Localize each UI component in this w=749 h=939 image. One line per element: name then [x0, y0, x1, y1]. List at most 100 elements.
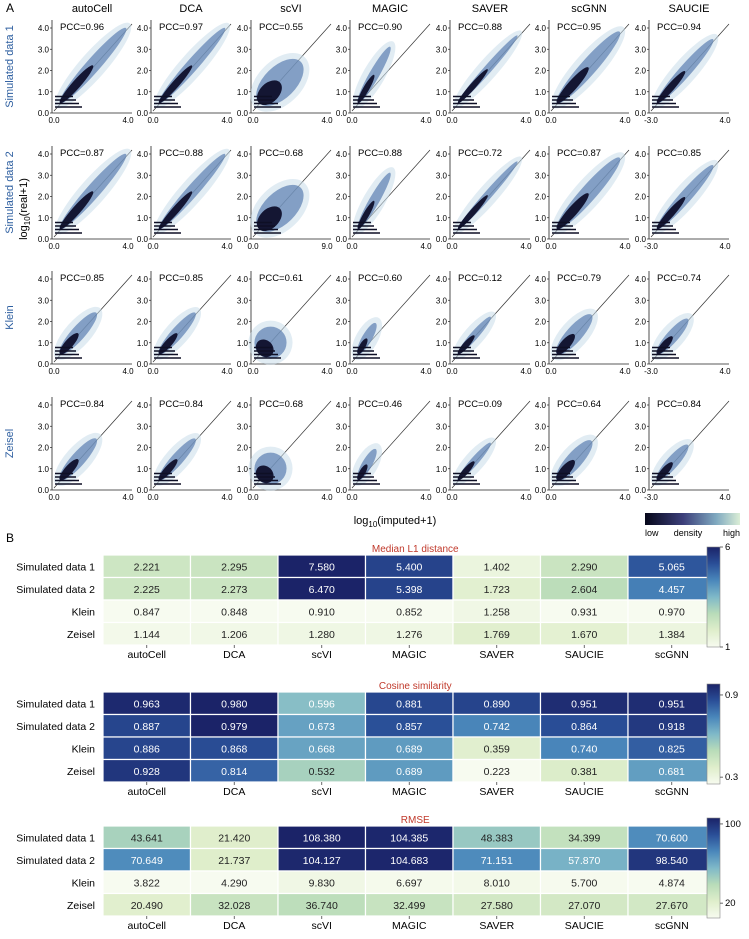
heatmap-row-label: Simulated data 1	[16, 698, 95, 710]
y-tick-label: 2.0	[38, 67, 50, 76]
x-tick-label: 4.0	[221, 242, 233, 251]
heatmap-value-label: 104.127	[303, 855, 341, 867]
pcc-label: PCC=0.84	[60, 399, 104, 410]
y-tick-label: 3.0	[535, 171, 547, 180]
y-tick-label: 2.0	[38, 193, 50, 202]
scatter-panel: 0.0 1.0 2.0 3.0 4.0 0.0 4.0 PCC=0.95	[535, 20, 631, 125]
y-axis-title-sub: 10	[23, 216, 32, 225]
y-tick-label: 2.0	[436, 318, 448, 327]
y-tick-label: 2.0	[237, 193, 249, 202]
y-tick-label: 0.0	[436, 486, 448, 495]
y-tick-label: 0.0	[535, 360, 547, 369]
colorbar	[706, 546, 721, 648]
y-tick-label: 0.0	[38, 109, 50, 118]
heatmap-value-label: 0.857	[396, 721, 422, 733]
density-core	[357, 338, 368, 355]
y-tick-label: 2.0	[237, 318, 249, 327]
panel-a-label: A	[6, 1, 14, 15]
y-tick-label: 3.0	[635, 45, 647, 54]
y-tick-label: 4.0	[436, 401, 448, 410]
x-tick-label: 0.0	[247, 116, 259, 125]
x-tick-label: 4.0	[221, 367, 233, 376]
density-core	[59, 333, 79, 355]
y-tick-label: 2.0	[137, 67, 149, 76]
heatmap-value-label: 0.689	[396, 743, 422, 755]
y-tick-label: 3.0	[38, 45, 50, 54]
y-tick-label: 3.0	[635, 296, 647, 305]
heatmap-value-label: 3.822	[134, 877, 160, 889]
y-tick-label: 3.0	[137, 45, 149, 54]
y-tick-label: 2.0	[436, 193, 448, 202]
pcc-label: PCC=0.61	[259, 273, 303, 284]
pcc-label: PCC=0.88	[358, 148, 402, 159]
heatmap-column-label: scVI	[312, 649, 332, 661]
x-tick-label: 4.0	[420, 493, 432, 502]
pcc-label: PCC=0.87	[557, 148, 601, 159]
y-tick-label: 1.0	[137, 214, 149, 223]
y-tick-label: 4.0	[635, 150, 647, 159]
density-core	[59, 459, 79, 481]
x-tick-label: 4.0	[321, 367, 333, 376]
y-tick-label: 0.0	[535, 235, 547, 244]
heatmap-value-label: 0.847	[134, 606, 160, 618]
density-high-label: high	[723, 528, 740, 538]
y-tick-label: 0.0	[137, 235, 149, 244]
pcc-label: PCC=0.68	[259, 399, 303, 410]
heatmap-column-label: autoCell	[127, 649, 166, 661]
heatmap-value-label: 0.886	[134, 743, 160, 755]
heatmap-value-label: 2.604	[571, 584, 597, 596]
heatmap-value-label: 0.532	[309, 766, 335, 778]
heatmap-column-label: scVI	[312, 920, 332, 932]
y-tick-label: 0.0	[336, 360, 348, 369]
scatter-panel: 0.0 1.0 2.0 3.0 4.0 0.0 4.0 PCC=0.12	[436, 271, 532, 376]
density-legend: low density high	[645, 513, 740, 538]
method-header-saucie: SAUCIE	[669, 3, 710, 15]
heatmap-value-label: 1.670	[571, 629, 597, 641]
y-tick-label: 0.0	[237, 109, 249, 118]
colorbar	[706, 817, 721, 919]
y-tick-label: 2.0	[137, 444, 149, 453]
y-tick-label: 0.0	[237, 486, 249, 495]
heatmap-value-label: 0.359	[484, 743, 510, 755]
pcc-label: PCC=0.55	[259, 22, 303, 33]
density-core	[255, 465, 274, 484]
y-tick-label: 1.0	[38, 465, 50, 474]
y-tick-label: 0.0	[137, 109, 149, 118]
y-tick-label: 1.0	[336, 88, 348, 97]
y-tick-label: 4.0	[237, 24, 249, 33]
heatmap-value-label: 2.273	[221, 584, 247, 596]
x-tick-label: 4.0	[221, 493, 233, 502]
y-tick-label: 1.0	[137, 339, 149, 348]
scatter-panel: 0.0 1.0 2.0 3.0 4.0 -3.0 4.0 PCC=0.84	[635, 397, 731, 502]
density-core	[158, 459, 178, 481]
heatmap-value-label: 48.383	[481, 832, 513, 844]
heatmap-row-label: Simulated data 1	[16, 832, 95, 844]
density-core	[457, 195, 488, 230]
y-tick-label: 2.0	[635, 193, 647, 202]
y-tick-label: 3.0	[336, 45, 348, 54]
heatmap-value-label: 0.931	[571, 606, 597, 618]
heatmap-value-label: 70.649	[131, 855, 163, 867]
heatmap-value-label: 0.910	[309, 606, 335, 618]
heatmap-column-label: DCA	[223, 649, 245, 661]
y-tick-label: 3.0	[535, 45, 547, 54]
scatter-panel: 0.0 1.0 2.0 3.0 4.0 0.0 4.0 PCC=0.61	[237, 271, 333, 376]
x-tick-label: 0.0	[247, 367, 259, 376]
heatmap-value-label: 32.499	[393, 900, 425, 912]
x-tick-label: 4.0	[619, 242, 631, 251]
heatmap-value-label: 0.673	[309, 721, 335, 733]
x-tick-label: 4.0	[321, 116, 333, 125]
y-tick-label: 1.0	[336, 339, 348, 348]
x-tick-label: -3.0	[644, 367, 658, 376]
y-tick-label: 1.0	[38, 339, 50, 348]
heatmap-value-label: 0.887	[134, 721, 160, 733]
y-tick-label: 4.0	[336, 24, 348, 33]
x-tick-label: 4.0	[420, 242, 432, 251]
pcc-label: PCC=0.96	[60, 22, 104, 33]
x-tick-label: 4.0	[420, 116, 432, 125]
y-tick-label: 1.0	[336, 465, 348, 474]
x-tick-label: 0.0	[446, 493, 458, 502]
scatter-panel: 0.0 1.0 2.0 3.0 4.0 -3.0 4.0 PCC=0.74	[635, 271, 731, 376]
x-tick-label: 4.0	[122, 493, 134, 502]
scatter-panel: 0.0 1.0 2.0 3.0 4.0 0.0 4.0 PCC=0.88	[436, 20, 532, 125]
